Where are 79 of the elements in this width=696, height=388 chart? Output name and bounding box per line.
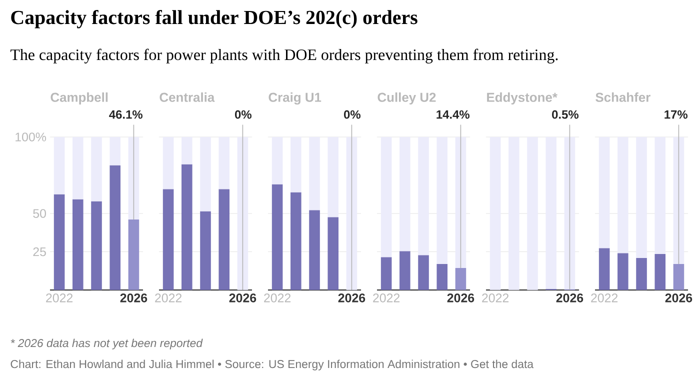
bar bbox=[673, 264, 684, 290]
bar bbox=[309, 136, 320, 210]
data-label: 0% bbox=[234, 110, 252, 119]
bar bbox=[328, 136, 338, 218]
bar bbox=[598, 248, 610, 290]
bar bbox=[436, 136, 448, 264]
bar bbox=[418, 136, 429, 256]
x-tick-label: 2022 bbox=[46, 294, 73, 302]
bar bbox=[91, 136, 102, 202]
y-tick-label: 25 bbox=[33, 247, 46, 256]
text: Chart: Ethan Howland and Julia Himmel • Source: US Energy Information Administration • Get the data bbox=[10, 360, 534, 370]
bar bbox=[290, 192, 302, 290]
bar bbox=[618, 136, 628, 254]
chart-title: Craig U1 bbox=[268, 92, 322, 105]
bar bbox=[380, 136, 392, 258]
bar bbox=[72, 136, 84, 200]
bar bbox=[346, 136, 358, 290]
bar bbox=[400, 251, 410, 290]
bar bbox=[455, 136, 466, 268]
x-tick-label: 2022 bbox=[373, 294, 400, 302]
bar bbox=[162, 136, 174, 190]
data-label: 46.1% bbox=[109, 110, 142, 119]
bar bbox=[400, 136, 410, 252]
y-tick-label: 100% bbox=[16, 132, 46, 142]
text: * 2026 data has not yet been reported bbox=[10, 338, 203, 350]
bar bbox=[218, 189, 230, 290]
bar bbox=[618, 253, 628, 290]
chart-title: Eddystone* bbox=[487, 92, 558, 104]
text: The capacity factors for power plants with DOE orders preventing them from retiring. bbox=[10, 48, 558, 64]
x-tick-label: 2026 bbox=[229, 294, 256, 302]
bar bbox=[54, 194, 65, 290]
x-tick-label: 2022 bbox=[591, 294, 618, 302]
bar bbox=[654, 254, 666, 290]
bar bbox=[162, 189, 174, 290]
x-tick-label: 2026 bbox=[120, 294, 148, 302]
x-tick-label: 2022 bbox=[264, 294, 291, 302]
x-tick-label: 2022 bbox=[155, 294, 182, 302]
data-label: 14.4% bbox=[436, 110, 470, 119]
data-label: 0% bbox=[344, 110, 360, 119]
bar bbox=[72, 199, 84, 290]
bar bbox=[673, 136, 684, 264]
bar bbox=[598, 136, 610, 248]
bar bbox=[200, 136, 211, 212]
bar bbox=[309, 210, 320, 290]
x-tick-label: 2022 bbox=[482, 294, 509, 302]
data-label: 0.5% bbox=[552, 110, 578, 119]
x-tick-label: 2026 bbox=[447, 294, 474, 302]
x-tick-label: 2026 bbox=[665, 294, 692, 302]
bar bbox=[182, 136, 192, 164]
bar bbox=[110, 165, 120, 290]
bar bbox=[128, 219, 140, 290]
bar bbox=[636, 258, 647, 290]
bar bbox=[54, 136, 65, 194]
bar bbox=[182, 164, 192, 290]
chart-title: Campbell bbox=[50, 92, 108, 104]
bar bbox=[91, 201, 102, 290]
bar bbox=[328, 217, 338, 290]
bar bbox=[436, 264, 448, 290]
bar bbox=[237, 136, 248, 290]
chart-title: Centralia bbox=[160, 92, 215, 102]
x-tick-label: 2026 bbox=[338, 294, 366, 302]
bar bbox=[380, 257, 392, 290]
bar bbox=[128, 136, 140, 220]
chart-title: Schahfer bbox=[596, 92, 650, 102]
bar bbox=[272, 136, 283, 184]
data-label: 17% bbox=[664, 110, 688, 119]
bar bbox=[636, 136, 647, 258]
bar bbox=[272, 184, 283, 290]
x-tick-label: 2026 bbox=[556, 294, 584, 302]
bar bbox=[290, 136, 302, 192]
bar bbox=[654, 136, 666, 254]
bar bbox=[200, 211, 211, 290]
bar bbox=[418, 255, 429, 290]
bar bbox=[455, 268, 466, 290]
bar bbox=[218, 136, 230, 190]
bar bbox=[110, 136, 120, 166]
y-tick-label: 50 bbox=[33, 209, 46, 218]
chart-title: Culley U2 bbox=[378, 92, 436, 104]
text: Capacity factors fall under DOE’s 202(c) orders bbox=[11, 10, 418, 28]
